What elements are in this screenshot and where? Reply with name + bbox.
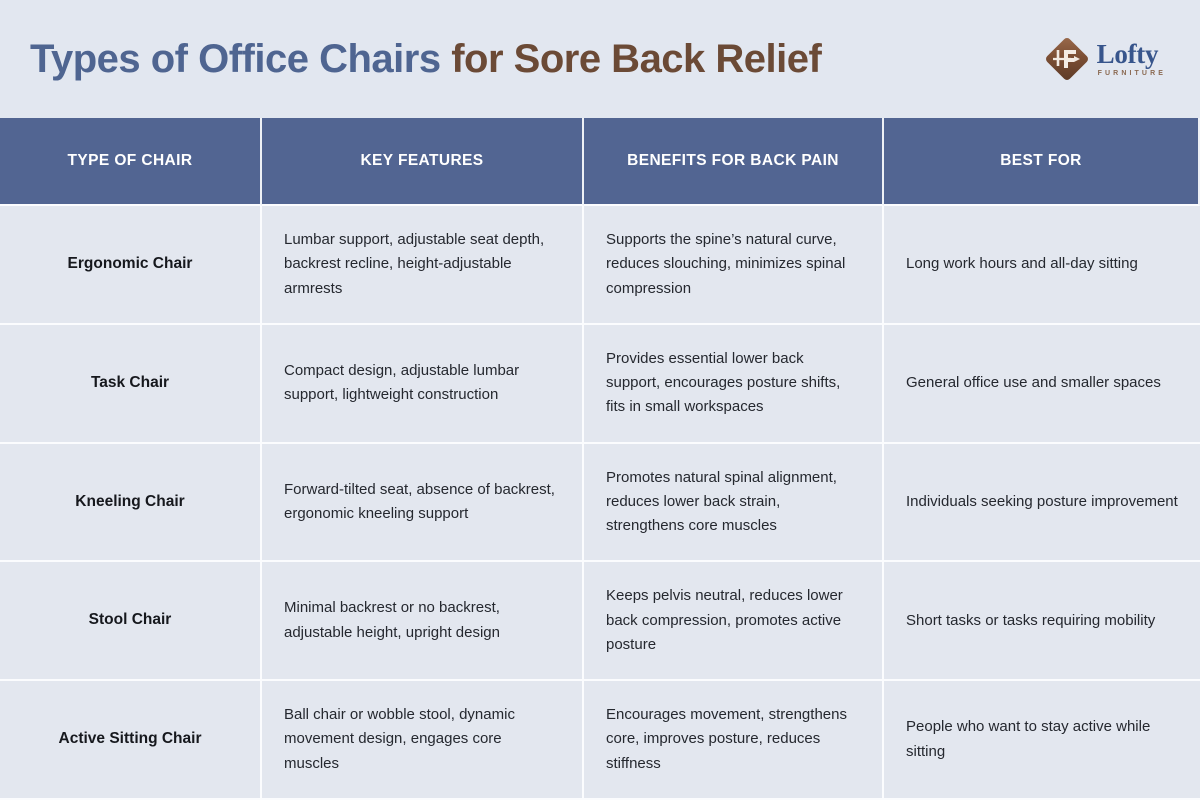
key-features-text: Lumbar support, adjustable seat depth, b… [284, 230, 545, 297]
column-header-label: BENEFITS FOR BACK PAIN [627, 151, 839, 169]
cell-benefits: Promotes natural spinal alignment, reduc… [584, 443, 884, 563]
table-row: Kneeling Chair Forward-tilted seat, abse… [0, 443, 1200, 563]
best-for-text: People who want to stay active while sit… [906, 718, 1151, 760]
benefits-text: Keeps pelvis neutral, reduces lower back… [606, 587, 843, 653]
brand-logo[interactable]: Lofty FURNITURE [1044, 36, 1172, 82]
cell-best-for: People who want to stay active while sit… [884, 681, 1200, 800]
column-header-benefits-for-back-pain: BENEFITS FOR BACK PAIN [584, 118, 884, 206]
benefits-text: Encourages movement, strengthens core, i… [606, 706, 847, 772]
cell-chair-type: Stool Chair [0, 562, 262, 682]
table-row: Ergonomic Chair Lumbar support, adjustab… [0, 206, 1200, 325]
key-features-text: Compact design, adjustable lumbar suppor… [284, 361, 520, 404]
cell-best-for: Individuals seeking posture improvement [884, 443, 1200, 563]
cell-key-features: Forward-tilted seat, absence of backrest… [262, 443, 584, 563]
cell-benefits: Keeps pelvis neutral, reduces lower back… [584, 562, 884, 682]
cell-chair-type: Task Chair [0, 324, 262, 444]
cell-benefits: Supports the spine’s natural curve, redu… [584, 206, 884, 325]
column-header-best-for: BEST FOR [884, 118, 1200, 206]
logo-name: Lofty [1096, 39, 1159, 69]
cell-chair-type: Kneeling Chair [0, 443, 262, 563]
cell-benefits: Provides essential lower back support, e… [584, 324, 884, 444]
key-features-text: Minimal backrest or no backrest, adjusta… [284, 599, 500, 641]
cell-key-features: Ball chair or wobble stool, dynamic move… [262, 681, 584, 800]
table-row: Active Sitting Chair Ball chair or wobbl… [0, 681, 1200, 800]
cell-best-for: General office use and smaller spaces [884, 324, 1200, 444]
page-title-secondary: for Sore Back Relief [451, 37, 822, 81]
logo-wordmark: Lofty FURNITURE [1096, 39, 1166, 78]
benefits-text: Provides essential lower back support, e… [606, 349, 841, 416]
page-title: Types of Office Chairs for Sore Back Rel… [30, 39, 1026, 79]
cell-chair-type: Active Sitting Chair [0, 681, 262, 800]
chair-type-label: Active Sitting Chair [58, 730, 202, 748]
cell-key-features: Compact design, adjustable lumbar suppor… [262, 324, 584, 444]
table-row: Stool Chair Minimal backrest or no backr… [0, 562, 1200, 682]
chair-type-label: Ergonomic Chair [67, 254, 193, 272]
page-title-primary: Types of Office Chairs [30, 37, 452, 81]
logo-diamond-icon [1044, 36, 1090, 82]
best-for-text: General office use and smaller spaces [906, 374, 1161, 392]
key-features-text: Ball chair or wobble stool, dynamic move… [284, 706, 515, 772]
column-header-label: BEST FOR [1000, 151, 1082, 169]
header-bar: Types of Office Chairs for Sore Back Rel… [0, 0, 1200, 118]
column-header-label: KEY FEATURES [360, 151, 484, 169]
cell-key-features: Lumbar support, adjustable seat depth, b… [262, 206, 584, 325]
key-features-text: Forward-tilted seat, absence of backrest… [284, 480, 555, 522]
logo-monogram-icon [1044, 36, 1090, 82]
best-for-text: Short tasks or tasks requiring mobility [906, 611, 1156, 629]
table-row: Task Chair Compact design, adjustable lu… [0, 324, 1200, 444]
cell-benefits: Encourages movement, strengthens core, i… [584, 681, 884, 800]
cell-best-for: Short tasks or tasks requiring mobility [884, 562, 1200, 682]
best-for-text: Long work hours and all-day sitting [906, 255, 1138, 273]
table-header-row: TYPE OF CHAIR KEY FEATURES BENEFITS FOR … [0, 118, 1200, 206]
column-header-key-features: KEY FEATURES [262, 118, 584, 206]
chair-type-label: Kneeling Chair [75, 492, 185, 510]
cell-best-for: Long work hours and all-day sitting [884, 206, 1200, 325]
column-header-type-of-chair: TYPE OF CHAIR [0, 118, 262, 206]
chair-type-label: Stool Chair [88, 611, 172, 629]
chair-comparison-table: TYPE OF CHAIR KEY FEATURES BENEFITS FOR … [0, 118, 1200, 800]
column-header-label: TYPE OF CHAIR [67, 151, 193, 169]
cell-key-features: Minimal backrest or no backrest, adjusta… [262, 562, 584, 682]
cell-chair-type: Ergonomic Chair [0, 206, 262, 325]
logo-tagline: FURNITURE [1097, 70, 1166, 77]
benefits-text: Supports the spine’s natural curve, redu… [606, 230, 846, 297]
chair-type-label: Task Chair [90, 373, 170, 391]
benefits-text: Promotes natural spinal alignment, reduc… [606, 468, 837, 535]
best-for-text: Individuals seeking posture improvement [906, 492, 1178, 510]
